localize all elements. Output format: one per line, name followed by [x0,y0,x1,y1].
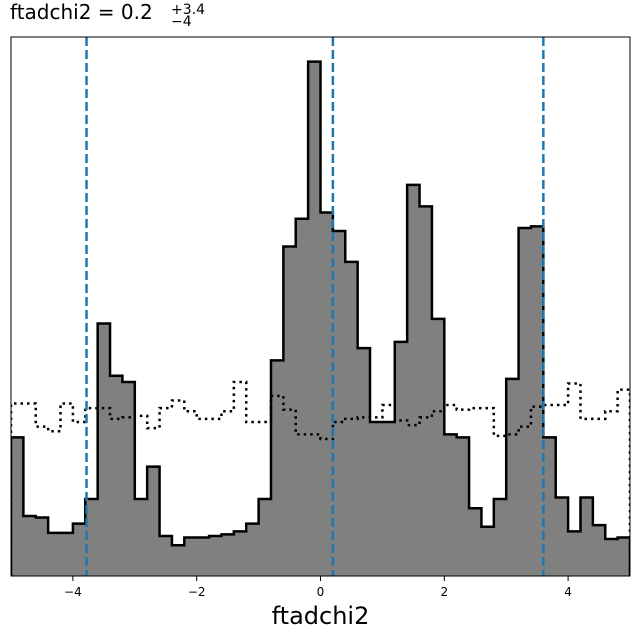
x-tick-label: 4 [564,585,572,599]
histogram-bar [530,226,544,576]
x-tick-label: −2 [188,585,206,599]
histogram-bar [580,497,594,576]
histogram-bar [159,535,173,576]
histogram-bar [407,184,420,576]
histogram-bar [332,231,346,576]
histogram-bar [481,526,495,576]
histogram-bar [134,499,148,576]
histogram-bar [469,508,482,576]
histogram-bar [233,531,247,576]
histogram-bar [456,437,470,576]
histogram-dotted-outline [11,380,630,576]
x-axis: −4 −2 0 2 4 [64,576,572,599]
histogram-bar [11,437,24,576]
histogram-bar [171,545,185,576]
histogram-bar [270,360,284,576]
histogram-bar [543,437,557,576]
histogram-bar [184,537,198,576]
histogram-bar [209,535,222,576]
title-subscript: −4 [171,14,192,30]
histogram-bar [72,523,86,576]
histogram-bar [97,323,111,576]
histogram-bar [147,466,160,576]
x-tick-label: 2 [440,585,448,599]
histogram-bar [35,517,49,576]
histogram-bar [370,422,383,576]
histogram-bar [196,537,210,576]
title-main: ftadchi2 = 0.2 [10,0,153,24]
histogram-bar [444,434,458,576]
x-axis-label: ftadchi2 [272,602,370,630]
histogram-bar [283,246,297,576]
histogram-bar [592,525,606,576]
histogram-bar [419,206,433,576]
histogram-bar [60,532,74,576]
histogram-bar [308,61,321,576]
histogram-bar [258,499,272,576]
histogram-bar [617,537,630,576]
chart-title: ftadchi2 = 0.2 +3.4 −4 [10,0,205,34]
plot-area [10,36,631,577]
histogram-bar [85,499,99,576]
histogram-bar [382,422,396,576]
histogram-bar [295,218,309,576]
histogram-bar [48,532,61,576]
histogram-bar [605,539,619,576]
x-tick-label: −4 [64,585,82,599]
histogram-bar [23,515,37,576]
histogram-bar [122,381,136,576]
title-superscript: +3.4 [171,2,205,18]
histogram-bar [493,499,507,576]
histogram-bar [110,375,123,576]
histogram-bar [246,523,259,576]
histogram-bar [394,341,408,576]
histogram-bar [506,378,519,576]
histogram-bar [431,318,445,576]
x-tick-label: 0 [317,585,325,599]
histogram-outline [11,60,630,576]
histogram-bar [518,227,532,576]
histogram-bar [357,348,371,576]
histogram-bar [320,212,334,576]
histogram-bar [568,531,581,576]
histogram-bar [555,497,569,576]
histogram-bar [221,534,235,576]
